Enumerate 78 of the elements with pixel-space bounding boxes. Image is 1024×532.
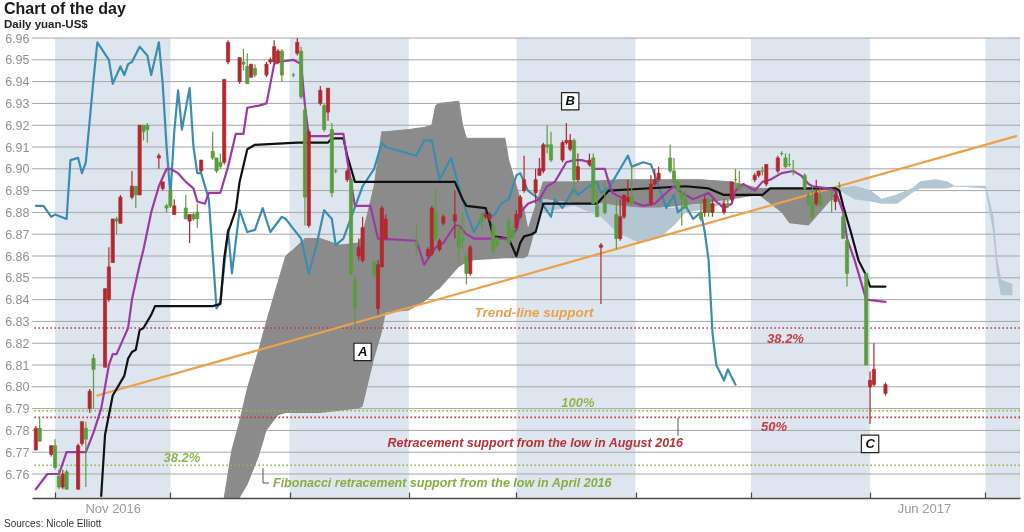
candlestick <box>833 190 838 211</box>
y-tick-label: 6.88 <box>5 205 30 220</box>
y-tick-label: 6.77 <box>5 445 30 460</box>
candlestick <box>414 224 419 257</box>
candlestick <box>156 152 161 170</box>
y-tick-label: 6.95 <box>5 53 30 68</box>
candlestick <box>37 416 42 442</box>
candlestick <box>326 87 330 122</box>
line-series <box>34 41 737 386</box>
y-tick-label: 6.81 <box>5 358 30 373</box>
candlestick <box>130 170 134 200</box>
y-tick-label: 6.86 <box>5 249 30 264</box>
candlestick <box>87 388 92 414</box>
candlestick <box>729 181 734 203</box>
candlestick <box>599 242 603 305</box>
y-tick-label: 6.93 <box>5 96 30 111</box>
candlestick <box>460 211 465 251</box>
annotation: B <box>565 93 575 109</box>
candlestick <box>226 39 231 65</box>
y-tick-label: 6.82 <box>5 336 30 351</box>
candlestick <box>464 253 469 285</box>
candlestick <box>810 185 815 220</box>
candlestick <box>83 421 88 488</box>
annotation: Retracement support from the low in August 2016 <box>387 436 685 450</box>
chart-subtitle: Daily yuan-US$ <box>4 17 89 30</box>
candlestick <box>698 198 703 222</box>
candlestick <box>56 469 61 490</box>
candlestick <box>195 203 200 229</box>
candlestick <box>706 196 711 218</box>
y-tick-label: 6.96 <box>5 31 30 46</box>
y-tick-label: 6.87 <box>5 227 30 242</box>
y-tick-label: 6.78 <box>5 423 30 438</box>
candlestick <box>33 425 38 451</box>
y-tick-label: 6.90 <box>5 162 30 177</box>
annotation: Fibonacci retracement support from the low in April 2016 <box>273 476 613 490</box>
y-tick-label: 6.79 <box>5 402 30 417</box>
annotation: C <box>865 435 876 451</box>
y-tick-label: 6.83 <box>5 314 30 329</box>
candlestick <box>187 213 192 244</box>
candlestick <box>183 194 188 220</box>
candlestick <box>91 353 96 410</box>
candlestick <box>602 181 607 216</box>
candlestick <box>629 163 634 207</box>
candlestick <box>614 198 619 251</box>
annotation: 50% <box>760 419 788 435</box>
candlestick <box>322 102 327 133</box>
line-series <box>100 137 887 497</box>
candlestick <box>53 438 58 471</box>
candlestick <box>506 216 511 246</box>
annotation: 38.2% <box>163 450 201 466</box>
candlestick <box>145 122 150 144</box>
candlestick <box>64 469 69 490</box>
annotation: 100% <box>561 394 595 410</box>
candlestick <box>737 170 742 192</box>
candlestick <box>841 211 846 240</box>
x-tick-label: Nov 2016 <box>85 500 142 516</box>
candlestick <box>618 198 623 242</box>
y-tick-label: 6.80 <box>5 380 30 395</box>
annotation: A <box>356 343 368 359</box>
chart-title: Chart of the day <box>4 0 126 17</box>
y-tick-label: 6.76 <box>5 467 30 482</box>
annotation: 38.2% <box>767 330 805 346</box>
candlestick <box>522 155 527 194</box>
candlestick <box>237 57 242 85</box>
y-tick-label: 6.89 <box>5 184 30 199</box>
y-tick-label: 6.92 <box>5 118 30 133</box>
y-tick-label: 6.84 <box>5 293 30 308</box>
candlestick <box>764 163 769 187</box>
x-tick-label: Jun 2017 <box>897 500 952 516</box>
y-tick-label: 6.94 <box>5 75 30 90</box>
candlestick <box>318 85 323 107</box>
candlestick <box>575 152 580 183</box>
annotation: Trend-line support <box>474 305 594 320</box>
candlestick <box>452 190 457 240</box>
y-tick-label: 6.85 <box>5 271 30 286</box>
candlestick <box>533 168 538 205</box>
y-tick-label: 6.91 <box>5 140 30 155</box>
source-note: Sources: Nicole Elliott <box>4 518 102 529</box>
